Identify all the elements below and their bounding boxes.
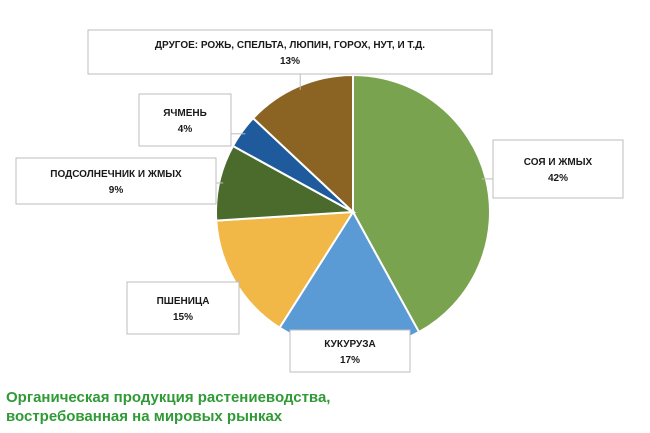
pie-chart: СОЯ И ЖМЫХ 42% КУКУРУЗА 17% ПШЕНИЦА 15% ПОДСОЛ…	[15, 29, 624, 373]
slice-name-sunflower: ПОДСОЛНЕЧНИК И ЖМЫХ	[50, 169, 182, 180]
slice-name-soy: СОЯ И ЖМЫХ	[524, 157, 593, 168]
label-box-soy	[492, 139, 624, 199]
label-box-corn	[289, 329, 411, 373]
label-box-sunflower	[15, 157, 217, 205]
slice-value-wheat: 15%	[173, 312, 193, 323]
pie-slices	[215, 73, 491, 350]
slice-value-soy: 42%	[548, 173, 568, 184]
slice-labels: СОЯ И ЖМЫХ 42% КУКУРУЗА 17% ПШЕНИЦА 15% ПОДСОЛ…	[15, 29, 624, 373]
slice-name-other: ДРУГОЕ: РОЖЬ, СПЕЛЬТА, ЛЮПИН, ГОРОХ, НУТ…	[155, 40, 425, 51]
slice-name-barley: ЯЧМЕНЬ	[163, 108, 207, 119]
slice-value-other: 13%	[280, 56, 300, 67]
chart-caption: Органическая продукция растениеводства, …	[6, 388, 606, 426]
slice-name-corn: КУКУРУЗА	[324, 339, 375, 350]
leader-lines	[216, 74, 493, 282]
slice-value-sunflower: 9%	[109, 185, 124, 196]
label-box-other	[87, 29, 493, 75]
label-box-barley	[138, 93, 232, 147]
label-box-wheat	[126, 281, 240, 335]
slice-label-sunflower: ПОДСОЛНЕЧНИК И ЖМЫХ 9%	[15, 157, 217, 205]
caption-line-2: востребованная на мировых рынках	[6, 408, 283, 425]
slice-name-wheat: ПШЕНИЦА	[157, 296, 210, 307]
slice-label-wheat: ПШЕНИЦА 15%	[126, 281, 240, 335]
slice-label-soy: СОЯ И ЖМЫХ 42%	[492, 139, 624, 199]
slice-value-corn: 17%	[340, 355, 360, 366]
slice-label-corn: КУКУРУЗА 17%	[289, 329, 411, 373]
caption-line-1: Органическая продукция растениеводства,	[6, 389, 331, 406]
pie-slice-soy	[352, 73, 491, 334]
slice-label-other: ДРУГОЕ: РОЖЬ, СПЕЛЬТА, ЛЮПИН, ГОРОХ, НУТ…	[87, 29, 493, 75]
pie-slice-other	[251, 73, 354, 215]
slice-label-barley: ЯЧМЕНЬ 4%	[138, 93, 232, 147]
slice-value-barley: 4%	[178, 124, 193, 135]
